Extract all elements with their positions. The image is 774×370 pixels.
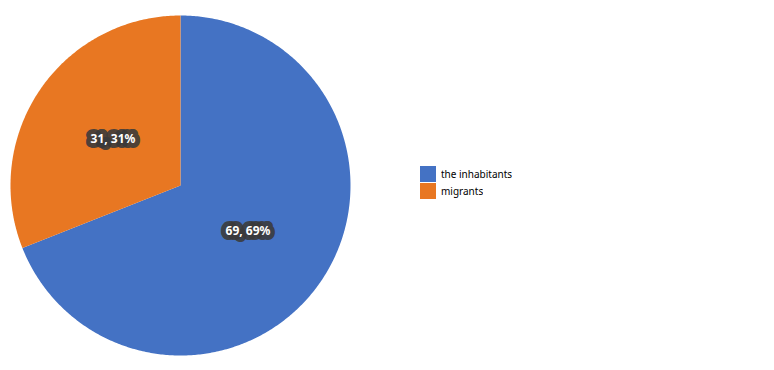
html-text:migrants: migrants (441, 183, 484, 198)
svg-text:31, 31%: 31, 31% (91, 130, 136, 147)
svg-text:69, 69%: 69, 69% (226, 222, 271, 239)
html-text:the inhabitants: the inhabitants (441, 166, 513, 181)
